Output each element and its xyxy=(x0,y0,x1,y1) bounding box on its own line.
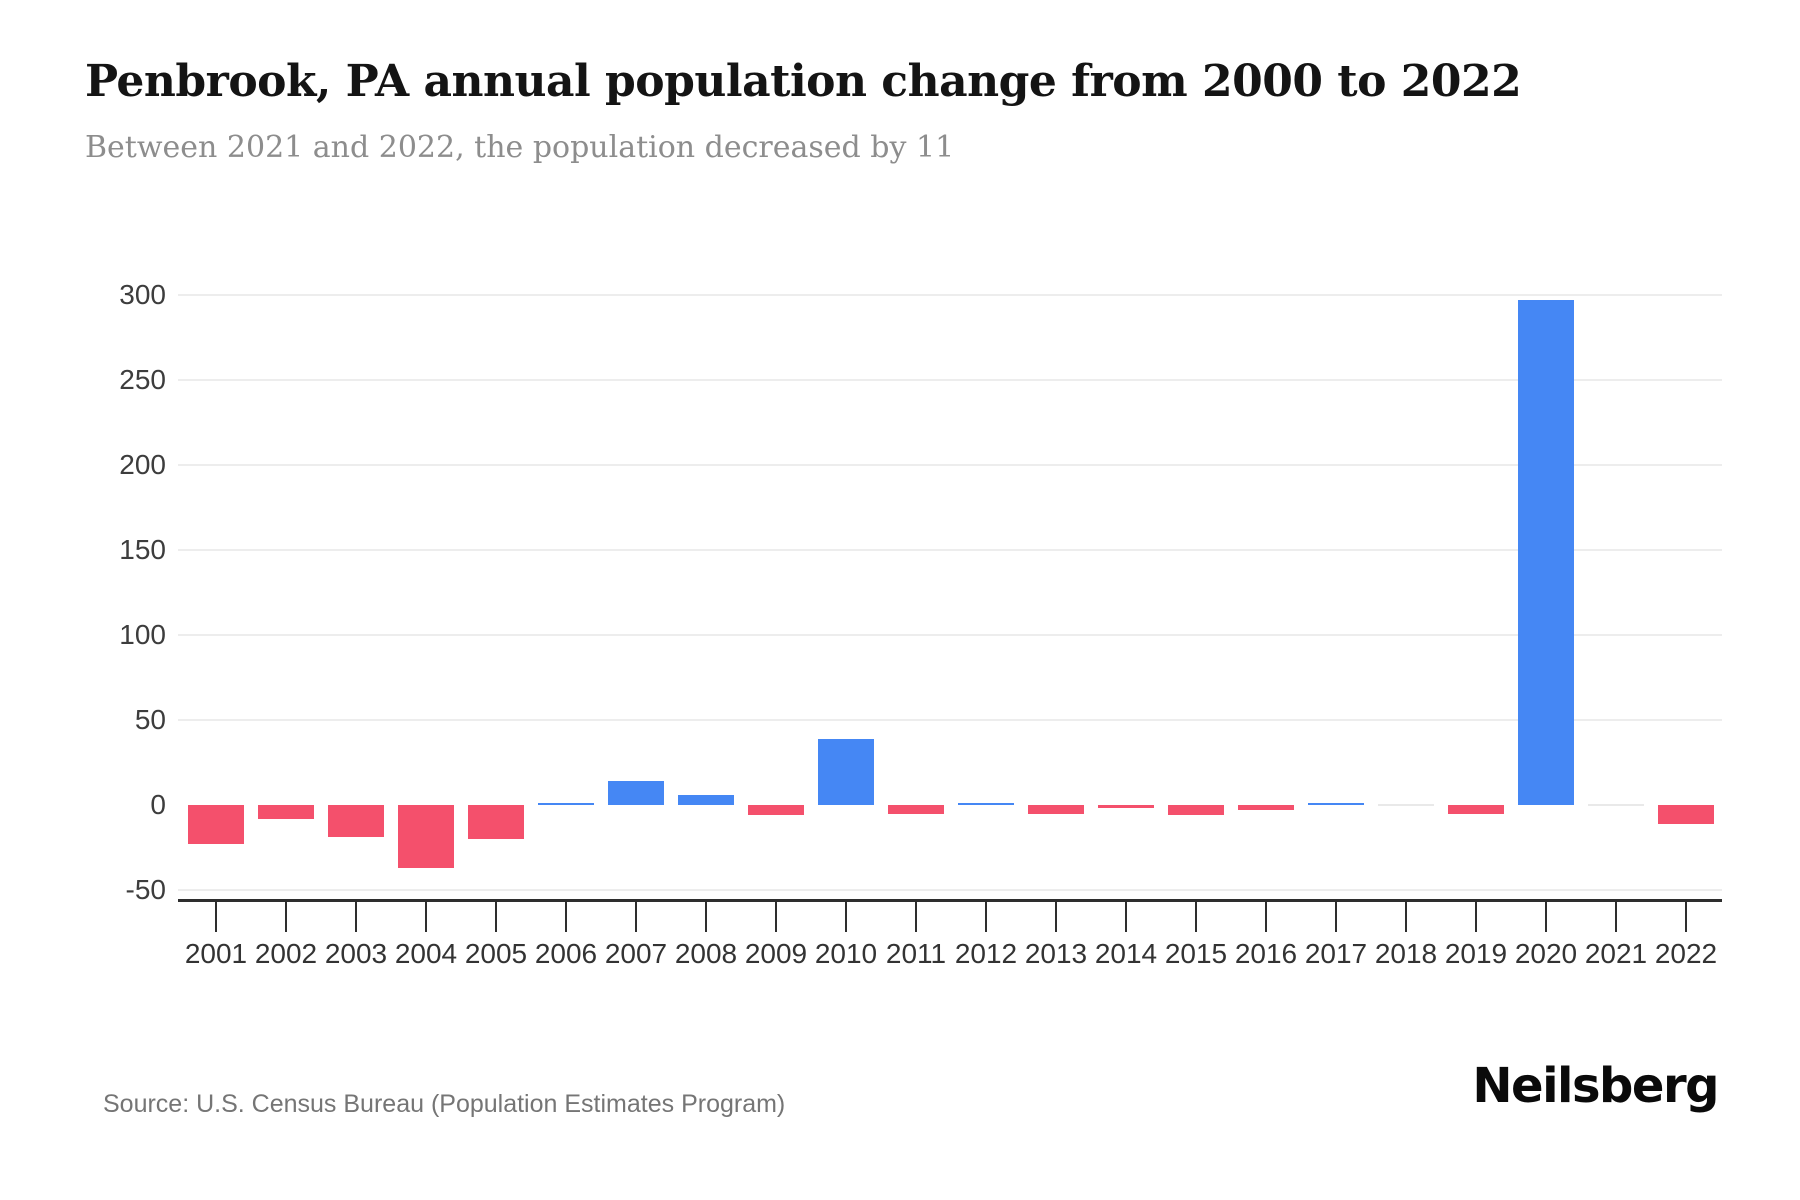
x-axis-tick-2016 xyxy=(1265,902,1267,932)
x-axis-tick-2001 xyxy=(215,902,217,932)
x-axis-tick-2003 xyxy=(355,902,357,932)
x-axis-label-2017: 2017 xyxy=(1304,938,1368,969)
bar-2014[interactable] xyxy=(1098,805,1154,809)
x-axis-tick-2004 xyxy=(425,902,427,932)
bar-2013[interactable] xyxy=(1028,805,1084,814)
bar-2011[interactable] xyxy=(888,805,944,814)
gridline-300 xyxy=(178,294,1722,296)
x-axis-tick-2002 xyxy=(285,902,287,932)
neilsberg-logo: Neilsberg xyxy=(1472,1058,1719,1114)
y-axis-label-300: 300 xyxy=(119,279,166,310)
x-axis-label-2019: 2019 xyxy=(1444,938,1508,969)
x-axis-tick-2015 xyxy=(1195,902,1197,932)
x-axis-tick-2019 xyxy=(1475,902,1477,932)
x-axis-line xyxy=(178,899,1722,902)
bar-2002[interactable] xyxy=(258,805,314,819)
x-axis-tick-2013 xyxy=(1055,902,1057,932)
y-axis-label-250: 250 xyxy=(119,364,166,395)
bar-2019[interactable] xyxy=(1448,805,1504,814)
x-axis-label-2022: 2022 xyxy=(1654,938,1718,969)
bar-2015[interactable] xyxy=(1168,805,1224,816)
x-axis-label-2006: 2006 xyxy=(534,938,598,969)
source-note: Source: U.S. Census Bureau (Population E… xyxy=(103,1090,786,1118)
x-axis-tick-2006 xyxy=(565,902,567,932)
x-axis-label-2020: 2020 xyxy=(1514,938,1578,969)
x-axis-label-2010: 2010 xyxy=(814,938,878,969)
bar-2009[interactable] xyxy=(748,805,804,816)
x-axis-label-2001: 2001 xyxy=(184,938,248,969)
x-axis-label-2011: 2011 xyxy=(885,938,947,969)
x-axis-label-2012: 2012 xyxy=(954,938,1018,969)
x-axis-tick-2022 xyxy=(1685,902,1687,932)
x-axis-label-2002: 2002 xyxy=(254,938,318,969)
x-axis-tick-2018 xyxy=(1405,902,1407,932)
x-axis-tick-2014 xyxy=(1125,902,1127,932)
x-axis-label-2004: 2004 xyxy=(394,938,458,969)
gridline-50 xyxy=(178,719,1722,721)
gridline-200 xyxy=(178,464,1722,466)
bar-2018[interactable] xyxy=(1378,804,1434,806)
chart-subtitle: Between 2021 and 2022, the population de… xyxy=(85,130,955,165)
x-axis-tick-2008 xyxy=(705,902,707,932)
bar-2016[interactable] xyxy=(1238,805,1294,811)
x-axis-label-2009: 2009 xyxy=(744,938,808,969)
bar-2005[interactable] xyxy=(468,805,524,839)
x-axis-label-2003: 2003 xyxy=(324,938,388,969)
x-axis-tick-2021 xyxy=(1615,902,1617,932)
x-axis-label-2016: 2016 xyxy=(1234,938,1298,969)
x-axis-label-2007: 2007 xyxy=(604,938,668,969)
x-axis-tick-2010 xyxy=(845,902,847,932)
y-axis-label-200: 200 xyxy=(119,449,166,480)
bar-2001[interactable] xyxy=(188,805,244,845)
bar-2021[interactable] xyxy=(1588,804,1644,806)
bar-2020[interactable] xyxy=(1518,300,1574,805)
y-axis-label-150: 150 xyxy=(119,534,166,565)
gridline--50 xyxy=(178,889,1722,891)
x-axis-tick-2007 xyxy=(635,902,637,932)
gridline-100 xyxy=(178,634,1722,636)
gridline-250 xyxy=(178,379,1722,381)
bar-2003[interactable] xyxy=(328,805,384,838)
x-axis-label-2013: 2013 xyxy=(1024,938,1088,969)
bar-2006[interactable] xyxy=(538,803,594,805)
bar-2007[interactable] xyxy=(608,781,664,805)
y-axis-label--50: -50 xyxy=(125,874,166,905)
bar-2022[interactable] xyxy=(1658,805,1714,824)
x-axis-tick-2017 xyxy=(1335,902,1337,932)
bar-2010[interactable] xyxy=(818,738,874,805)
y-axis-label-0: 0 xyxy=(150,789,166,820)
x-axis-tick-2012 xyxy=(985,902,987,932)
bar-2004[interactable] xyxy=(398,805,454,868)
y-axis-label-50: 50 xyxy=(134,704,166,735)
bar-2017[interactable] xyxy=(1308,803,1364,805)
x-axis-tick-2009 xyxy=(775,902,777,932)
x-axis-label-2008: 2008 xyxy=(674,938,738,969)
gridline-150 xyxy=(178,549,1722,551)
x-axis-label-2015: 2015 xyxy=(1164,938,1228,969)
x-axis-label-2018: 2018 xyxy=(1374,938,1438,969)
x-axis-tick-2005 xyxy=(495,902,497,932)
x-axis-label-2005: 2005 xyxy=(464,938,528,969)
bar-2012[interactable] xyxy=(958,803,1014,805)
x-axis-tick-2020 xyxy=(1545,902,1547,932)
y-axis-label-100: 100 xyxy=(119,619,166,650)
x-axis-label-2014: 2014 xyxy=(1094,938,1158,969)
chart-title: Penbrook, PA annual population change fr… xyxy=(85,56,1522,107)
x-axis-tick-2011 xyxy=(915,902,917,932)
bar-2008[interactable] xyxy=(678,794,734,805)
x-axis-label-2021: 2021 xyxy=(1584,938,1648,969)
